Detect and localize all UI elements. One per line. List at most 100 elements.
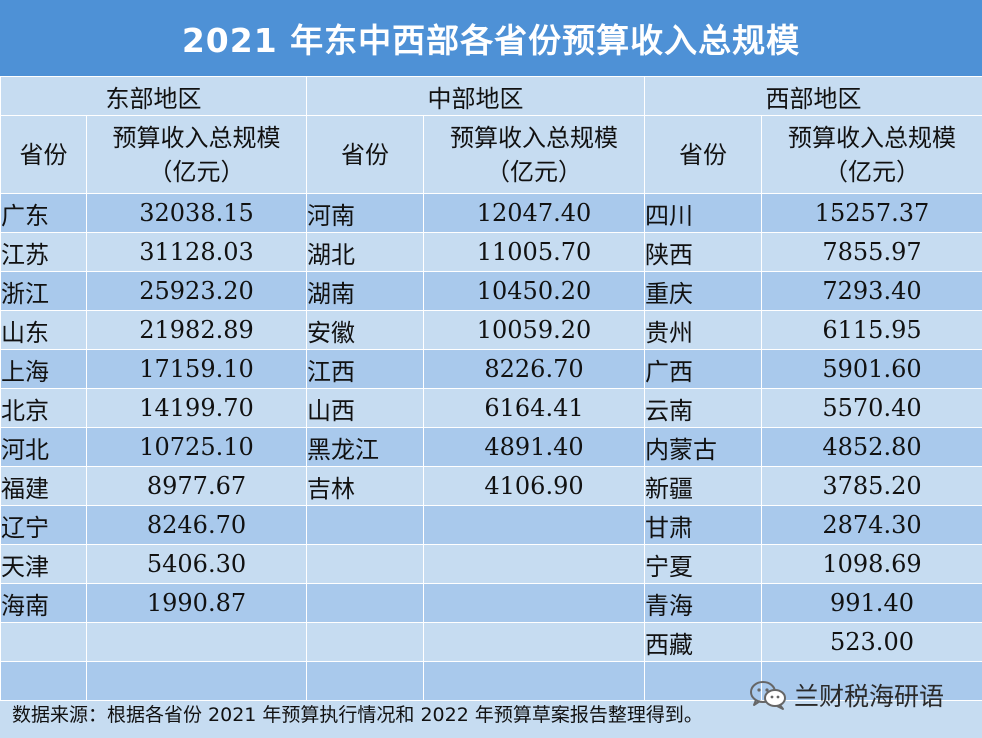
- west-value-cell: 1098.69: [761, 544, 982, 584]
- east-value-cell: 14199.70: [86, 388, 307, 428]
- east-value-header-line2: （亿元）: [148, 157, 245, 186]
- central-province-cell: 安徽: [306, 310, 424, 350]
- table-row: [0, 661, 982, 701]
- east-value-cell: 21982.89: [86, 310, 307, 350]
- table-row: 北京 14199.70 山西 6164.41 云南 5570.40: [0, 388, 982, 428]
- east-province-cell: 江苏: [0, 232, 87, 272]
- west-value-cell: 5570.40: [761, 388, 982, 428]
- west-value-cell: 15257.37: [761, 193, 982, 233]
- budget-table: 东部地区 中部地区 西部地区 省份 预算收入总规模 （亿元） 省份 预算收入总规…: [0, 76, 982, 701]
- table-row: 广东 32038.15 河南 12047.40 四川 15257.37: [0, 193, 982, 233]
- west-province-cell: 西藏: [644, 622, 762, 662]
- table-body: 广东 32038.15 河南 12047.40 四川 15257.37 江苏 31128.03…: [0, 193, 982, 701]
- east-value-cell: 8246.70: [86, 505, 307, 545]
- west-province-cell: 新疆: [644, 466, 762, 506]
- west-value-header: 预算收入总规模 （亿元）: [761, 115, 982, 194]
- west-province-cell: 甘肃: [644, 505, 762, 545]
- east-province-cell: 河北: [0, 427, 87, 467]
- west-province-cell: 贵州: [644, 310, 762, 350]
- table-row: 西藏 523.00: [0, 622, 982, 662]
- central-province-cell: 湖北: [306, 232, 424, 272]
- west-province-cell: 陕西: [644, 232, 762, 272]
- table-row: 海南 1990.87 青海 991.40: [0, 583, 982, 623]
- table-row: 江苏 31128.03 湖北 11005.70 陕西 7855.97: [0, 232, 982, 272]
- east-value-header: 预算收入总规模 （亿元）: [86, 115, 307, 194]
- east-value-cell: [86, 661, 307, 701]
- east-value-cell: 1990.87: [86, 583, 307, 623]
- east-province-cell: 海南: [0, 583, 87, 623]
- east-province-cell: 广东: [0, 193, 87, 233]
- west-value-cell: 991.40: [761, 583, 982, 623]
- west-value-cell: 7293.40: [761, 271, 982, 311]
- east-province-cell: 天津: [0, 544, 87, 584]
- central-province-cell: [306, 544, 424, 584]
- central-province-cell: 山西: [306, 388, 424, 428]
- central-value-cell: 8226.70: [423, 349, 645, 389]
- central-value-cell: [423, 505, 645, 545]
- central-province-cell: 黑龙江: [306, 427, 424, 467]
- central-value-header: 预算收入总规模 （亿元）: [423, 115, 645, 194]
- east-province-cell: 浙江: [0, 271, 87, 311]
- east-value-cell: 5406.30: [86, 544, 307, 584]
- central-province-cell: [306, 622, 424, 662]
- east-value-header-line1: 预算收入总规模: [112, 123, 281, 152]
- east-value-cell: 25923.20: [86, 271, 307, 311]
- central-value-cell: 11005.70: [423, 232, 645, 272]
- table-row: 山东 21982.89 安徽 10059.20 贵州 6115.95: [0, 310, 982, 350]
- west-value-header-line1: 预算收入总规模: [788, 123, 956, 152]
- column-header-row: 省份 预算收入总规模 （亿元） 省份 预算收入总规模 （亿元） 省份 预算收入总…: [0, 115, 982, 194]
- east-value-cell: 31128.03: [86, 232, 307, 272]
- central-value-header-line1: 预算收入总规模: [450, 123, 618, 152]
- east-value-cell: 8977.67: [86, 466, 307, 506]
- west-value-cell: 2874.30: [761, 505, 982, 545]
- east-value-cell: 17159.10: [86, 349, 307, 389]
- east-value-cell: 32038.15: [86, 193, 307, 233]
- region-east-header: 东部地区: [0, 76, 307, 116]
- central-province-cell: [306, 583, 424, 623]
- west-value-cell: 3785.20: [761, 466, 982, 506]
- central-value-cell: [423, 544, 645, 584]
- west-province-cell: 云南: [644, 388, 762, 428]
- west-province-cell: 内蒙古: [644, 427, 762, 467]
- central-province-cell: 湖南: [306, 271, 424, 311]
- east-province-header: 省份: [0, 115, 87, 194]
- central-value-cell: [423, 661, 645, 701]
- central-province-cell: 河南: [306, 193, 424, 233]
- east-province-cell: [0, 661, 87, 701]
- east-value-cell: 10725.10: [86, 427, 307, 467]
- central-value-cell: 4891.40: [423, 427, 645, 467]
- west-province-cell: 宁夏: [644, 544, 762, 584]
- east-value-cell: [86, 622, 307, 662]
- west-province-cell: 重庆: [644, 271, 762, 311]
- central-value-cell: 12047.40: [423, 193, 645, 233]
- central-province-cell: [306, 505, 424, 545]
- central-province-cell: [306, 661, 424, 701]
- wechat-icon: [750, 681, 786, 710]
- east-province-cell: 辽宁: [0, 505, 87, 545]
- watermark-text: 兰财税海研语: [794, 682, 945, 711]
- central-value-cell: 10059.20: [423, 310, 645, 350]
- table-row: 辽宁 8246.70 甘肃 2874.30: [0, 505, 982, 545]
- table-row: 浙江 25923.20 湖南 10450.20 重庆 7293.40: [0, 271, 982, 311]
- east-province-cell: 北京: [0, 388, 87, 428]
- west-value-cell: 6115.95: [761, 310, 982, 350]
- east-province-cell: 上海: [0, 349, 87, 389]
- west-value-cell: [761, 661, 982, 701]
- region-central-header: 中部地区: [306, 76, 645, 116]
- central-value-header-line2: （亿元）: [486, 157, 582, 186]
- west-province-cell: 广西: [644, 349, 762, 389]
- central-value-cell: [423, 622, 645, 662]
- west-province-cell: [644, 661, 762, 701]
- west-value-cell: 4852.80: [761, 427, 982, 467]
- region-west-header: 西部地区: [644, 76, 982, 116]
- table-row: 上海 17159.10 江西 8226.70 广西 5901.60: [0, 349, 982, 389]
- watermark: 兰财税海研语: [748, 677, 944, 713]
- central-value-cell: 4106.90: [423, 466, 645, 506]
- central-value-cell: 10450.20: [423, 271, 645, 311]
- table-row: 河北 10725.10 黑龙江 4891.40 内蒙古 4852.80: [0, 427, 982, 467]
- source-note: 数据来源：根据各省份 2021 年预算执行情况和 2022 年预算草案报告整理得…: [12, 704, 703, 726]
- region-header-row: 东部地区 中部地区 西部地区: [0, 76, 982, 116]
- east-province-cell: 山东: [0, 310, 87, 350]
- east-province-cell: 福建: [0, 466, 87, 506]
- west-value-cell: 5901.60: [761, 349, 982, 389]
